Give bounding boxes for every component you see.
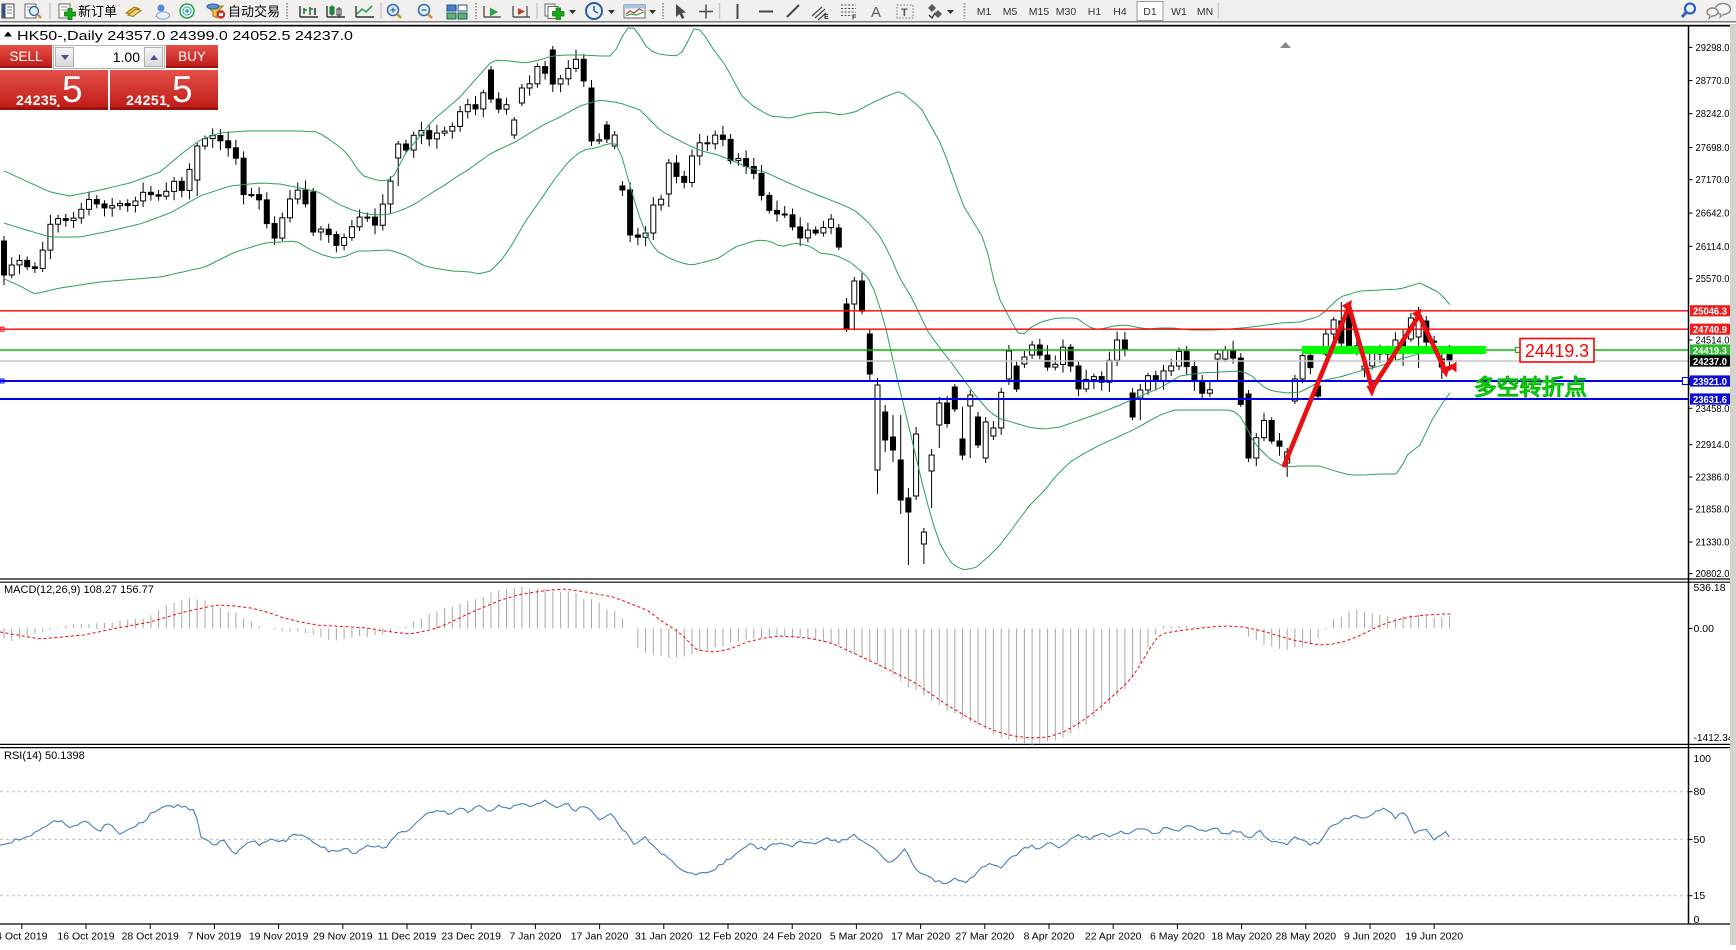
svg-text:22386.0: 22386.0 xyxy=(1696,472,1730,484)
svg-text:M5: M5 xyxy=(1003,6,1018,18)
svg-text:80: 80 xyxy=(1694,786,1706,798)
svg-text:27698.0: 27698.0 xyxy=(1696,142,1730,154)
svg-text:50: 50 xyxy=(1694,834,1706,846)
svg-text:23 Dec 2019: 23 Dec 2019 xyxy=(441,931,501,943)
svg-text:24 Feb 2020: 24 Feb 2020 xyxy=(763,931,822,943)
svg-text:24419.3: 24419.3 xyxy=(1693,345,1727,357)
svg-text:17 Jan 2020: 17 Jan 2020 xyxy=(571,931,629,943)
svg-text:17 Mar 2020: 17 Mar 2020 xyxy=(891,931,950,943)
svg-text:F: F xyxy=(852,15,857,22)
svg-text:20802.0: 20802.0 xyxy=(1696,568,1730,580)
svg-text:新订单: 新订单 xyxy=(78,4,117,19)
svg-text:H4: H4 xyxy=(1113,6,1127,18)
svg-text:0.00: 0.00 xyxy=(1694,623,1715,635)
svg-text:11 Dec 2019: 11 Dec 2019 xyxy=(378,931,437,943)
svg-text:29 Nov 2019: 29 Nov 2019 xyxy=(313,931,373,943)
svg-text:19 Jun 2020: 19 Jun 2020 xyxy=(1405,931,1463,943)
svg-text:26114.0: 26114.0 xyxy=(1696,241,1730,253)
svg-text:25570.0: 25570.0 xyxy=(1696,273,1730,285)
svg-text:100: 100 xyxy=(1694,753,1712,765)
svg-text:9 Jun 2020: 9 Jun 2020 xyxy=(1344,931,1396,943)
svg-text:-1412.34: -1412.34 xyxy=(1694,732,1734,744)
svg-text:23921.0: 23921.0 xyxy=(1693,376,1727,388)
svg-text:28 Oct 2019: 28 Oct 2019 xyxy=(122,931,179,943)
svg-text:24419.3: 24419.3 xyxy=(1525,340,1589,361)
svg-text:24237.0: 24237.0 xyxy=(1693,356,1727,368)
svg-text:多空转折点: 多空转折点 xyxy=(1474,375,1587,400)
svg-text:A: A xyxy=(871,4,881,21)
svg-text:26642.0: 26642.0 xyxy=(1696,208,1730,220)
svg-text:12 Feb 2020: 12 Feb 2020 xyxy=(699,931,758,943)
svg-text:21330.0: 21330.0 xyxy=(1696,537,1730,549)
svg-text:T: T xyxy=(901,7,908,19)
svg-text:MN: MN xyxy=(1197,6,1213,18)
svg-text:MACD(12,26,9) 108.27 156.77: MACD(12,26,9) 108.27 156.77 xyxy=(4,584,154,596)
svg-text:4 Oct 2019: 4 Oct 2019 xyxy=(0,931,48,943)
svg-text:19 Nov 2019: 19 Nov 2019 xyxy=(249,931,309,943)
svg-text:22 Apr 2020: 22 Apr 2020 xyxy=(1085,931,1142,943)
svg-text:28770.0: 28770.0 xyxy=(1696,75,1730,87)
svg-text:M15: M15 xyxy=(1029,6,1050,18)
svg-text:H1: H1 xyxy=(1088,6,1102,18)
svg-text:5 Mar 2020: 5 Mar 2020 xyxy=(830,931,883,943)
svg-text:6 May 2020: 6 May 2020 xyxy=(1150,931,1205,943)
svg-text:E: E xyxy=(824,14,829,21)
svg-text:0: 0 xyxy=(1694,914,1700,926)
svg-text:29298.0: 29298.0 xyxy=(1696,42,1730,54)
svg-text:D1: D1 xyxy=(1143,6,1157,18)
svg-text:7 Jan 2020: 7 Jan 2020 xyxy=(509,931,561,943)
svg-text:27 Mar 2020: 27 Mar 2020 xyxy=(955,931,1014,943)
svg-text:31 Jan 2020: 31 Jan 2020 xyxy=(635,931,693,943)
svg-text:27170.0: 27170.0 xyxy=(1696,174,1730,186)
svg-text:RSI(14) 50.1398: RSI(14) 50.1398 xyxy=(4,750,85,762)
svg-text:7 Nov 2019: 7 Nov 2019 xyxy=(188,931,242,943)
svg-text:18 May 2020: 18 May 2020 xyxy=(1211,931,1272,943)
svg-text:M1: M1 xyxy=(977,6,992,18)
svg-text:23631.6: 23631.6 xyxy=(1693,394,1727,406)
svg-text:16 Oct 2019: 16 Oct 2019 xyxy=(57,931,114,943)
svg-text:W1: W1 xyxy=(1171,6,1187,18)
svg-text:24740.9: 24740.9 xyxy=(1693,324,1727,336)
svg-text:28 May 2020: 28 May 2020 xyxy=(1275,931,1336,943)
svg-text:21858.0: 21858.0 xyxy=(1696,504,1730,516)
svg-text:HK50-,Daily 24357.0 24399.0 2: HK50-,Daily 24357.0 24399.0 24052.5 2423… xyxy=(17,28,353,43)
svg-text:536.18: 536.18 xyxy=(1694,582,1726,594)
svg-text:22914.0: 22914.0 xyxy=(1696,439,1730,451)
svg-text:自动交易: 自动交易 xyxy=(228,4,280,19)
svg-text:15: 15 xyxy=(1694,890,1706,902)
svg-text:25046.3: 25046.3 xyxy=(1693,306,1727,318)
svg-text:23458.0: 23458.0 xyxy=(1696,403,1730,415)
svg-text:8 Apr 2020: 8 Apr 2020 xyxy=(1024,931,1075,943)
svg-text:24514.0: 24514.0 xyxy=(1696,335,1730,347)
svg-text:M30: M30 xyxy=(1056,6,1077,18)
svg-text:28242.0: 28242.0 xyxy=(1696,108,1730,120)
